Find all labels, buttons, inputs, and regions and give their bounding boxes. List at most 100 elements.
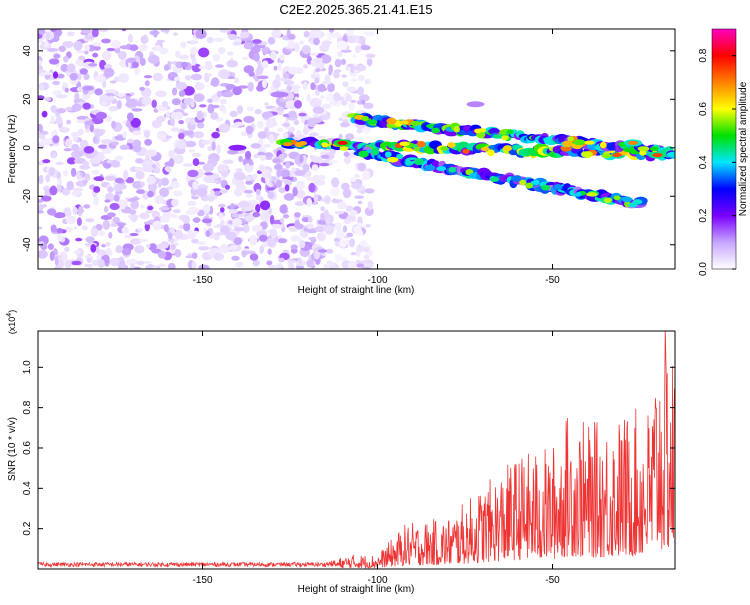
noise-blob — [84, 173, 91, 181]
noise-blob — [73, 40, 83, 51]
noise-blob — [66, 119, 72, 125]
noise-blob — [363, 129, 369, 135]
noise-blob — [270, 50, 277, 61]
noise-blob — [128, 33, 133, 43]
noise-blob — [130, 117, 141, 128]
lower-band-hotspot — [575, 191, 582, 197]
noise-blob — [143, 75, 153, 79]
main-band-hotspot — [339, 146, 349, 151]
noise-blob — [323, 195, 331, 204]
noise-blob — [218, 123, 230, 133]
noise-blob — [160, 214, 170, 223]
noise-blob — [133, 167, 143, 171]
noise-blob — [317, 249, 328, 253]
noise-blob — [167, 232, 173, 240]
noise-blob — [134, 245, 145, 254]
noise-blob — [277, 127, 284, 133]
noise-blob — [297, 257, 302, 266]
noise-blob — [366, 57, 373, 67]
noise-blob — [303, 64, 309, 69]
noise-blob — [73, 226, 78, 230]
noise-blob — [76, 50, 86, 54]
noise-blob — [92, 42, 102, 47]
noise-blob — [349, 209, 358, 217]
noise-blob — [84, 255, 93, 259]
noise-blob — [130, 214, 138, 223]
noise-blob — [131, 61, 139, 69]
noise-blob — [118, 50, 127, 60]
noise-blob — [356, 222, 362, 227]
noise-blob — [355, 245, 365, 253]
noise-blob — [360, 45, 371, 51]
noise-blob — [267, 248, 272, 255]
lower-band-hotspot — [414, 158, 424, 166]
noise-blob — [72, 206, 78, 215]
noise-blob — [56, 73, 65, 79]
noise-blob — [134, 67, 140, 76]
noise-blob — [326, 260, 334, 266]
main-band-hotspot — [462, 148, 470, 154]
noise-blob — [82, 160, 90, 168]
noise-blob — [152, 72, 163, 82]
noise-blob — [76, 86, 84, 92]
noise-blob — [178, 90, 186, 97]
noise-blob — [267, 191, 275, 200]
noise-blob — [357, 86, 365, 96]
noise-blob — [93, 45, 101, 51]
noise-blob — [171, 98, 181, 106]
noise-blob — [308, 237, 316, 241]
noise-blob — [201, 218, 213, 224]
noise-blob — [302, 163, 310, 172]
noise-blob — [294, 100, 302, 109]
noise-blob — [154, 44, 162, 51]
noise-blob — [49, 251, 55, 261]
noise-blob — [76, 119, 86, 124]
colorbar — [711, 28, 737, 270]
noise-blob — [289, 134, 295, 138]
upper-band-hotspot — [573, 139, 586, 146]
noise-blob — [84, 33, 95, 40]
noise-blob — [91, 29, 99, 38]
noise-blob — [38, 134, 46, 140]
noise-blob — [346, 232, 354, 238]
noise-blob — [253, 52, 260, 62]
noise-blob — [151, 210, 161, 219]
noise-blob — [139, 212, 150, 220]
noise-blob — [195, 29, 207, 39]
noise-blob — [356, 128, 363, 134]
noise-blob — [38, 174, 44, 185]
noise-blob — [255, 203, 261, 213]
noise-blob — [102, 50, 112, 61]
noise-blob — [112, 216, 120, 224]
noise-blob — [357, 74, 365, 82]
noise-blob — [182, 130, 194, 136]
noise-blob — [313, 193, 318, 203]
noise-blob — [292, 187, 298, 197]
noise-blob — [116, 100, 122, 110]
noise-blob — [327, 36, 333, 41]
noise-blob — [250, 46, 261, 53]
noise-blob — [259, 211, 271, 222]
noise-blob — [334, 253, 342, 263]
noise-blob — [283, 193, 295, 201]
noise-blob — [247, 81, 254, 92]
colorbar-tick-label: 0.2 — [698, 208, 709, 222]
noise-blob — [38, 29, 46, 35]
noise-blob — [244, 150, 252, 160]
noise-blob — [271, 29, 282, 39]
noise-blob — [349, 238, 355, 248]
colorbar-label: Normalized spectral amplitude — [738, 81, 749, 216]
noise-blob — [341, 182, 350, 191]
noise-blob — [273, 219, 283, 226]
noise-blob — [261, 60, 269, 69]
noise-blob — [229, 110, 238, 118]
noise-blob — [257, 155, 266, 159]
main-band-hotspot — [480, 147, 490, 151]
noise-blob — [329, 101, 338, 105]
noise-blob — [329, 29, 335, 33]
lower-band-hotspot — [525, 182, 533, 189]
noise-blob — [48, 58, 60, 65]
noise-blob — [196, 122, 205, 129]
noise-blob — [306, 176, 313, 181]
noise-blob — [214, 232, 225, 236]
